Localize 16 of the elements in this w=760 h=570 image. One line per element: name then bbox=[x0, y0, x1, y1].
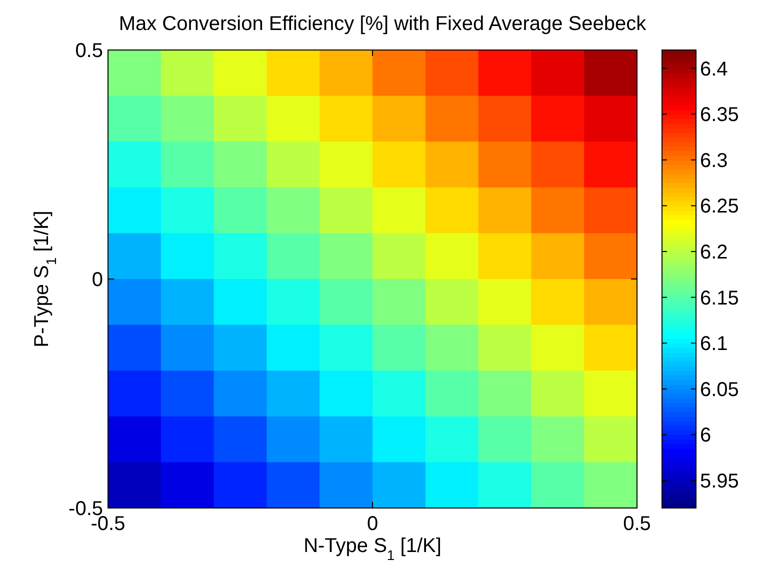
y-tick-label: 0 bbox=[92, 269, 103, 291]
color-bar-label: 6.15 bbox=[700, 287, 739, 310]
color-bar-label: 6.05 bbox=[700, 378, 739, 401]
chart-title: Max Conversion Efficiency [%] with Fixed Average Seebeck bbox=[118, 13, 648, 35]
color-bar-label: 6.1 bbox=[700, 333, 728, 356]
color-bar-label: 6.25 bbox=[700, 196, 739, 218]
color-bar-label: 6.3 bbox=[700, 150, 728, 172]
color-bar-label: 6.4 bbox=[700, 58, 728, 80]
x-tick-label: 0.5 bbox=[623, 513, 651, 535]
color-bar-label: 6.2 bbox=[700, 242, 728, 264]
color-bar-label: 6 bbox=[700, 424, 712, 447]
color-bar-label: 6.35 bbox=[700, 104, 739, 126]
color-bar-label: 5.95 bbox=[700, 470, 739, 493]
x-axis-title: N-Type S$_{1}$ [1/K] bbox=[304, 535, 442, 563]
x-tick-label: 0 bbox=[366, 513, 378, 535]
y-tick-label: 0.5 bbox=[75, 40, 103, 62]
